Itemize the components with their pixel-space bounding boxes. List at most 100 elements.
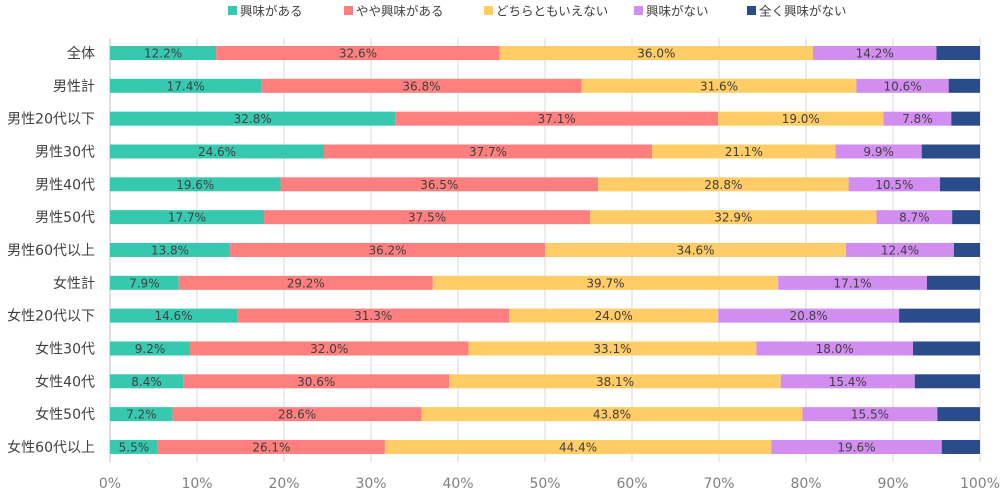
category-label: 全体: [67, 45, 95, 62]
x-tick-label: 20%: [268, 476, 299, 492]
bar-segment: [263, 210, 591, 225]
data-label: 21.1%: [725, 145, 763, 159]
legend-swatch: [344, 6, 353, 15]
bar-segment: [876, 210, 953, 225]
bar-segment: [110, 144, 325, 159]
legend-label: 全く興味がない: [759, 4, 847, 19]
data-label: 29.2%: [287, 276, 325, 290]
bar-segment: [778, 275, 927, 290]
data-label: 39.7%: [586, 276, 624, 290]
bar-segment: [835, 144, 922, 159]
bar-segment: [598, 177, 849, 192]
bar-segment: [468, 341, 757, 356]
data-label: 36.0%: [637, 47, 675, 61]
data-label: 34.6%: [676, 243, 714, 257]
category-label: 男性30代: [35, 144, 95, 160]
data-label: 17.7%: [168, 211, 206, 225]
bar-segment: [545, 242, 847, 257]
data-label: 26.1%: [252, 440, 290, 454]
bar-segment: [384, 439, 772, 454]
bar-segment: [110, 177, 281, 192]
data-label: 7.2%: [126, 408, 157, 422]
data-label: 32.0%: [310, 342, 348, 356]
data-label: 36.5%: [420, 178, 458, 192]
bar-segment: [110, 111, 396, 126]
data-label: 32.6%: [339, 47, 377, 61]
bar-segment: [237, 308, 510, 323]
bar-segment: [110, 439, 158, 454]
data-label: 37.5%: [408, 211, 446, 225]
bar-segment: [110, 407, 173, 422]
data-label: 10.5%: [875, 178, 913, 192]
category-label: 女性計: [53, 275, 95, 292]
data-label: 14.6%: [154, 309, 192, 323]
bar-segment: [951, 111, 980, 126]
legend-label: どちらともいえない: [496, 4, 608, 19]
bar-segment: [190, 341, 469, 356]
x-tick-label: 100%: [960, 476, 1000, 492]
bar-segment: [261, 78, 582, 93]
category-label: 女性20代以下: [7, 308, 95, 325]
data-label: 32.8%: [234, 112, 272, 126]
bar-segment: [110, 275, 179, 290]
data-label: 28.6%: [278, 408, 316, 422]
bar-segment: [939, 177, 980, 192]
data-label: 24.0%: [595, 309, 633, 323]
category-label: 男性20代以下: [7, 112, 95, 128]
bar-segment: [216, 46, 500, 60]
x-axis-ticks: 0% 10% 20% 30% 40% 50% 60% 70% 80% 90% 100%: [99, 476, 1000, 492]
bar-segment: [110, 210, 264, 225]
legend: 興味がある やや興味がある どちらともいえない 興味がない 全く興味がない: [228, 4, 847, 19]
legend-swatch: [634, 6, 643, 15]
bar-segment: [802, 407, 938, 422]
data-label: 14.2%: [856, 47, 894, 61]
bar-segment: [718, 111, 884, 126]
data-label: 9.2%: [135, 342, 166, 356]
bar-segment: [280, 177, 599, 192]
bar-segment: [421, 407, 803, 422]
bar-segment: [848, 177, 940, 192]
x-tick-label: 40%: [442, 476, 473, 492]
legend-label: 興味がある: [240, 4, 303, 19]
legend-label: やや興味がある: [356, 4, 444, 19]
bar-segment: [936, 46, 980, 60]
bar-segment: [921, 144, 980, 159]
bars: 12.2% 32.6% 36.0% 14.2% 17.4% 36.8% 31.6% 10.6%…: [110, 46, 980, 454]
data-label: 7.8%: [902, 112, 933, 126]
bar-segment: [157, 439, 385, 454]
category-label: 男性60代以上: [7, 243, 95, 259]
bar-segment: [324, 144, 653, 159]
bar-segment: [948, 78, 980, 93]
data-label: 36.2%: [368, 243, 406, 257]
bar-segment: [812, 46, 937, 60]
legend-label: 興味がない: [646, 4, 709, 19]
bar-segment: [110, 242, 231, 257]
bar-segment: [172, 407, 422, 422]
data-label: 19.6%: [837, 440, 875, 454]
data-label: 37.1%: [538, 112, 576, 126]
bar-segment: [926, 275, 980, 290]
x-tick-label: 30%: [355, 476, 386, 492]
x-tick-label: 10%: [181, 476, 212, 492]
bar-segment: [883, 111, 952, 126]
category-label: 女性60代以上: [7, 439, 95, 456]
bar-segment: [110, 46, 217, 60]
bar-segment: [856, 78, 949, 93]
bar-segment: [953, 242, 980, 257]
bar-segment: [846, 242, 954, 257]
bar-segment: [941, 439, 980, 454]
data-label: 33.1%: [593, 342, 631, 356]
bar-segment: [178, 275, 433, 290]
bar-segment: [395, 111, 719, 126]
x-tick-label: 90%: [877, 476, 908, 492]
data-label: 24.6%: [198, 145, 236, 159]
data-label: 32.9%: [714, 211, 752, 225]
data-label: 10.6%: [884, 79, 922, 93]
data-label: 9.9%: [863, 145, 894, 159]
x-tick-label: 80%: [790, 476, 821, 492]
bar-segment: [590, 210, 877, 225]
data-label: 44.4%: [559, 440, 597, 454]
data-label: 19.6%: [176, 178, 214, 192]
bar-segment: [432, 275, 779, 290]
